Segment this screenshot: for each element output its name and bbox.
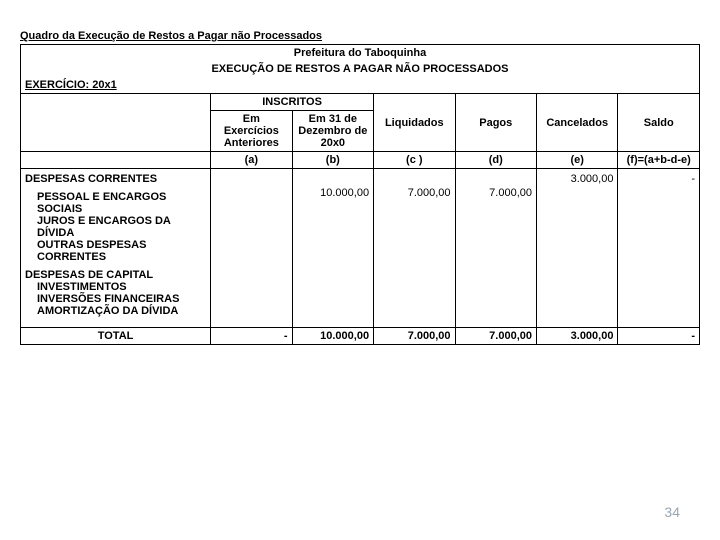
total-a: - [211,328,292,345]
juros: JUROS E ENCARGOS DA DÍVIDA [23,215,208,239]
cell-d: 7.000,00 [455,169,536,328]
sub-b: (b) [292,152,373,169]
pessoal: PESSOAL E ENCARGOS SOCIAIS [23,191,208,215]
cell-c: 7.000,00 [374,169,455,328]
despesas-capital: DESPESAS DE CAPITAL [23,269,208,281]
sub-f: (f)=(a+b-d-e) [618,152,700,169]
cell-e: 3.000,00 [537,169,618,328]
table-caption: Quadro da Execução de Restos a Pagar não… [20,30,700,42]
page-number: 34 [664,504,680,520]
total-label: TOTAL [21,328,211,345]
col-a: Em Exercícios Anteriores [211,111,292,152]
header-line2: EXECUÇÃO DE RESTOS A PAGAR NÃO PROCESSAD… [21,61,700,77]
sub-a: (a) [211,152,292,169]
cell-a [211,169,292,328]
col-cancelados: Cancelados [537,94,618,152]
total-b: 10.000,00 [292,328,373,345]
header-line1: Prefeitura do Taboquinha [21,45,700,62]
col-liquidados: Liquidados [374,94,455,152]
total-c: 7.000,00 [374,328,455,345]
exercicio: EXERCÍCIO: 20x1 [21,77,700,94]
col-pagos: Pagos [455,94,536,152]
total-f: - [618,328,700,345]
sub-e: (e) [537,152,618,169]
total-d: 7.000,00 [455,328,536,345]
sub-blank [21,152,211,169]
amortizacao: AMORTIZAÇÃO DA DÍVIDA [23,305,208,317]
cell-f: - [618,169,700,328]
budget-table: Prefeitura do Taboquinha EXECUÇÃO DE RES… [20,44,700,345]
sub-c: (c ) [374,152,455,169]
cell-b: 10.000,00 [292,169,373,328]
col-b: Em 31 de Dezembro de 20x0 [292,111,373,152]
investimentos: INVESTIMENTOS [23,281,208,293]
category-block: DESPESAS CORRENTES PESSOAL E ENCARGOS SO… [21,169,211,328]
col-inscritos: INSCRITOS [211,94,374,111]
outras: OUTRAS DESPESAS CORRENTES [23,239,208,263]
col-saldo: Saldo [618,94,700,152]
col-blank [21,94,211,152]
total-e: 3.000,00 [537,328,618,345]
inversoes: INVERSÕES FINANCEIRAS [23,293,208,305]
sub-d: (d) [455,152,536,169]
despesas-correntes: DESPESAS CORRENTES [23,173,208,185]
